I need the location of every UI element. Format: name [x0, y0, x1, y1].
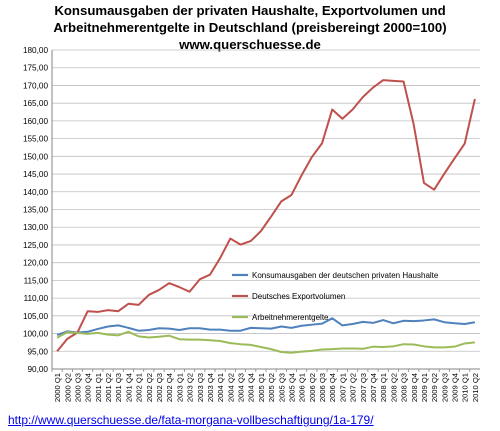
x-tick-label: 2003 Q2: [186, 373, 195, 402]
x-tick-label: 2010 Q1: [461, 373, 470, 402]
y-tick-label: 115,00: [24, 276, 49, 285]
x-tick-label: 2001 Q4: [124, 373, 133, 402]
x-tick-label: 2001 Q2: [104, 373, 113, 402]
x-tick-label: 2008 Q4: [410, 373, 419, 402]
series-line-3: [56, 330, 476, 354]
x-tick-label: 2007 Q2: [349, 373, 358, 402]
y-tick-label: 170,00: [23, 81, 48, 90]
x-tick-label: 2000 Q2: [63, 373, 72, 402]
x-tick-label: 2010 Q2: [471, 373, 480, 402]
x-tick-label: 2005 Q2: [267, 373, 276, 402]
x-tick-label: 2002 Q2: [145, 373, 154, 402]
x-tick-label: 2009 Q3: [440, 373, 449, 402]
x-tick-label: 2002 Q1: [135, 373, 144, 402]
y-tick-label: 120,00: [23, 259, 48, 268]
x-tick-label: 2007 Q1: [338, 373, 347, 402]
y-tick-label: 175,00: [23, 64, 48, 73]
x-tick-label: 2003 Q4: [206, 373, 215, 402]
x-tick-label: 2004 Q1: [216, 373, 225, 402]
line-chart: 90,00 95,00 100,00 105,00 110,00 115,00 120,00…: [23, 46, 480, 402]
legend-label-3: Arbeitnehmerentgelte: [252, 313, 329, 322]
legend: Konsumausgaben der deutschen privaten Ha…: [232, 271, 439, 322]
y-tick-label: 105,00: [23, 312, 48, 321]
x-tick-label: 2003 Q1: [175, 373, 184, 402]
x-tick-label: 2009 Q4: [451, 373, 460, 402]
y-tick-label: 165,00: [23, 99, 48, 108]
legend-label-2: Deutsches Exportvolumen: [252, 292, 345, 301]
y-tick-label: 135,00: [23, 206, 48, 215]
x-tick-label: 2006 Q1: [298, 373, 307, 402]
chart-title: Konsumausgaben der privaten Haushalte, E…: [0, 2, 500, 53]
x-tick-label: 2006 Q2: [308, 373, 317, 402]
y-tick-label: 145,00: [23, 170, 48, 179]
x-tick-label: 2000 Q1: [53, 373, 62, 402]
legend-label-1: Konsumausgaben der deutschen privaten Ha…: [252, 271, 439, 280]
y-tick-label: 150,00: [23, 152, 48, 161]
x-tick-label: 2001 Q1: [94, 373, 103, 402]
y-tick-label: 180,00: [23, 46, 48, 55]
x-tick-label: 2002 Q3: [155, 373, 164, 402]
x-tick-label: 2007 Q3: [359, 373, 368, 402]
x-tick-label: 2003 Q3: [196, 373, 205, 402]
y-tick-label: 130,00: [23, 223, 48, 232]
title-line-2: Arbeitnehmerentgelte in Deutschland (pre…: [53, 20, 447, 35]
x-tick-label: 2008 Q3: [400, 373, 409, 402]
x-tick-label: 2009 Q2: [430, 373, 439, 402]
series-line-1: [56, 317, 476, 336]
title-line-1: Konsumausgaben der privaten Haushalte, E…: [54, 3, 446, 18]
y-tick-label: 160,00: [23, 117, 48, 126]
x-tick-label: 2008 Q2: [389, 373, 398, 402]
y-tick-label: 90,00: [28, 365, 49, 374]
x-tick-label: 2009 Q1: [420, 373, 429, 402]
title-line-3: www.querschuesse.de: [179, 37, 321, 52]
y-tick-label: 110,00: [24, 294, 49, 303]
x-tick-label: 2000 Q3: [73, 373, 82, 402]
x-tick-label: 2004 Q3: [237, 373, 246, 402]
series-layer: [56, 79, 476, 354]
x-tick-label: 2004 Q2: [226, 373, 235, 402]
x-tick-label: 2008 Q1: [379, 373, 388, 402]
y-axis: 90,00 95,00 100,00 105,00 110,00 115,00 120,00…: [23, 46, 48, 374]
series-line-2: [56, 79, 476, 352]
x-tick-label: 2006 Q3: [318, 373, 327, 402]
x-tick-label: 2005 Q3: [277, 373, 286, 402]
y-tick-label: 155,00: [23, 135, 48, 144]
x-axis: 2000 Q1 2000 Q2 2000 Q3 2000 Q4 2001 Q1 2001 …: [51, 369, 480, 402]
source-link[interactable]: http://www.querschuesse.de/fata-morgana-…: [8, 413, 374, 427]
y-tick-label: 95,00: [28, 347, 49, 356]
x-tick-label: 2004 Q4: [247, 373, 256, 402]
x-tick-label: 2007 Q4: [369, 373, 378, 402]
x-tick-label: 2001 Q3: [114, 373, 123, 402]
x-tick-label: 2005 Q1: [257, 373, 266, 402]
x-tick-label: 2002 Q4: [165, 373, 174, 402]
y-tick-label: 100,00: [23, 330, 48, 339]
x-tick-label: 2000 Q4: [84, 373, 93, 402]
y-tick-label: 140,00: [23, 188, 48, 197]
x-tick-label: 2005 Q4: [287, 373, 296, 402]
x-tick-label: 2006 Q4: [328, 373, 337, 402]
y-tick-label: 125,00: [23, 241, 48, 250]
